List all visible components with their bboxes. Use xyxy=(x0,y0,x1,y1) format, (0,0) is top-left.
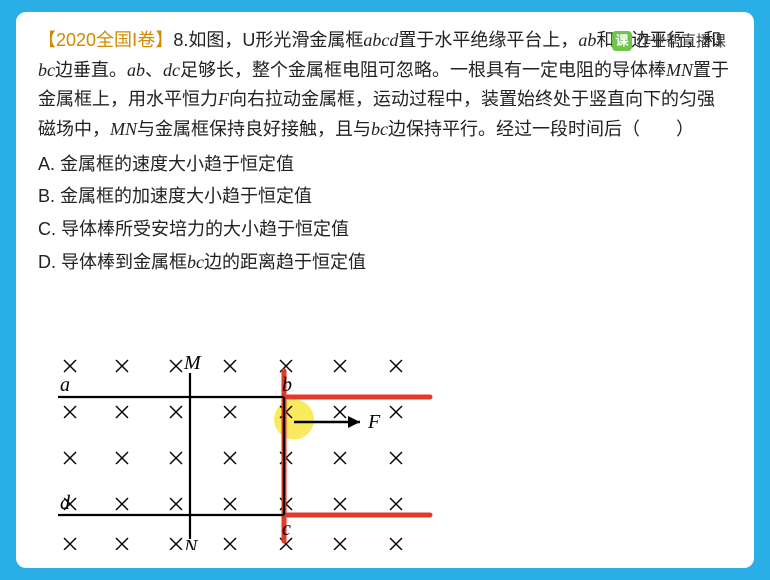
svg-text:d: d xyxy=(60,492,71,514)
brand-text: 作业帮直播课 xyxy=(636,30,726,51)
svg-text:b: b xyxy=(282,374,292,396)
option-c: C. 导体棒所受安培力的大小趋于恒定值 xyxy=(38,214,732,245)
svg-text:a: a xyxy=(60,374,70,396)
option-d: D. 导体棒到金属框bc边的距离趋于恒定值 xyxy=(38,247,732,278)
svg-text:F: F xyxy=(367,411,381,433)
source-tag: 【2020全国Ⅰ卷】 xyxy=(38,30,173,50)
options-list: A. 金属框的速度大小趋于恒定值 B. 金属框的加速度大小趋于恒定值 C. 导体… xyxy=(38,149,732,277)
question-number: 8. xyxy=(173,30,188,50)
brand-badge-icon: 课 xyxy=(612,31,632,51)
brand: 课 作业帮直播课 xyxy=(612,30,726,51)
physics-diagram: a d b c M N F xyxy=(38,350,438,550)
option-a: A. 金属框的速度大小趋于恒定值 xyxy=(38,149,732,180)
svg-text:M: M xyxy=(183,352,202,374)
svg-text:c: c xyxy=(282,518,291,540)
svg-text:N: N xyxy=(183,536,199,550)
page-card: 课 作业帮直播课 【2020全国Ⅰ卷】8.如图，U形光滑金属框abcd置于水平绝… xyxy=(16,12,754,568)
option-b: B. 金属框的加速度大小趋于恒定值 xyxy=(38,181,732,212)
